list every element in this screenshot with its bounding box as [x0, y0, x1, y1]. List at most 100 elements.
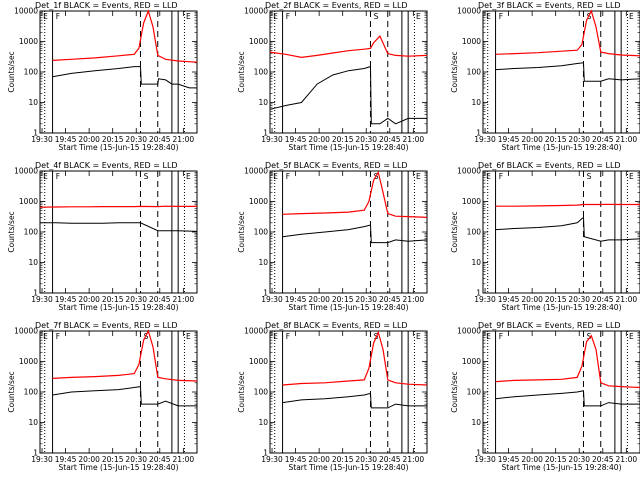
x-tick-label: 20:30: [355, 135, 377, 144]
y-tick-label: 10000: [14, 327, 38, 336]
x-tick-label: 20:45: [379, 135, 401, 144]
x-tick-label: 20:15: [102, 295, 124, 304]
boundary-label: E: [186, 172, 191, 181]
panel-5: Det_5f BLACK = Events, RED = LLD 1 10 100 10…: [237, 161, 428, 312]
boundary-label: E: [486, 12, 491, 21]
panel-title: Det_4f BLACK = Events, RED = LLD: [35, 161, 178, 170]
boundary-label: F: [286, 172, 290, 181]
y-tick-label: 1: [33, 289, 38, 298]
x-tick-label: 19:45: [285, 135, 307, 144]
x-axis-label: Start Time (15-Jun-15 19:28:40): [502, 303, 622, 312]
x-tick-label: 19:30: [31, 135, 53, 144]
y-tick-label: 1000: [462, 37, 481, 46]
panel-title: Det_1f BLACK = Events, RED = LLD: [35, 1, 178, 10]
x-tick-label: 21:00: [173, 135, 195, 144]
x-tick-label: 19:45: [55, 455, 77, 464]
plot-frame: [39, 10, 198, 134]
y-axis-label: Counts/sec: [450, 211, 459, 252]
boundary-label: E: [629, 172, 634, 181]
x-axis-label: Start Time (15-Jun-15 19:28:40): [289, 303, 409, 312]
series-lld-line: [282, 330, 428, 386]
y-tick-label: 10: [471, 258, 481, 267]
x-tick-label: 21:00: [403, 295, 425, 304]
plot-frame: [482, 170, 640, 294]
boundary-label: E: [43, 332, 48, 341]
x-tick-label: 21:00: [616, 295, 638, 304]
boundary-label: E: [186, 332, 191, 341]
x-tick-label: 19:30: [261, 455, 283, 464]
panel-title: Det_2f BLACK = Events, RED = LLD: [265, 1, 408, 10]
y-tick-label: 10000: [244, 327, 268, 336]
boundary-label: E: [486, 172, 491, 181]
x-tick-label: 20:30: [568, 295, 590, 304]
y-axis-label: Counts/sec: [7, 211, 16, 252]
plot-frame: [269, 170, 428, 294]
y-tick-label: 10000: [457, 167, 481, 176]
x-tick-label: 21:00: [403, 455, 425, 464]
y-tick-label: 1000: [249, 197, 268, 206]
x-tick-label: 20:00: [308, 455, 330, 464]
boundary-label: E: [43, 172, 48, 181]
boundary-label: E: [416, 332, 421, 341]
x-tick-label: 20:00: [308, 135, 330, 144]
boundary-label: F: [286, 332, 290, 341]
series-events-line: [269, 65, 427, 125]
panel-title: Det_9f BLACK = Events, RED = LLD: [478, 321, 621, 330]
x-axis-label: Start Time (15-Jun-15 19:28:40): [502, 463, 622, 472]
y-axis-label: Counts/sec: [237, 51, 246, 92]
boundary-label: F: [56, 172, 60, 181]
x-axis-label: Start Time (15-Jun-15 19:28:40): [59, 463, 179, 472]
x-tick-label: 20:45: [592, 295, 614, 304]
y-tick-label: 100: [254, 228, 269, 237]
series-lld-line: [52, 329, 198, 382]
y-tick-label: 10000: [244, 167, 268, 176]
x-tick-label: 20:00: [78, 295, 100, 304]
y-tick-label: 1: [476, 289, 481, 298]
boundary-label: E: [273, 332, 278, 341]
x-tick-label: 19:30: [31, 295, 53, 304]
boundary-label: E: [629, 332, 634, 341]
boundary-label: E: [186, 12, 191, 21]
x-tick-label: 20:00: [521, 295, 543, 304]
y-tick-label: 1000: [19, 37, 38, 46]
y-tick-label: 100: [24, 388, 39, 397]
y-tick-label: 100: [467, 228, 482, 237]
y-tick-label: 10: [258, 418, 268, 427]
y-tick-label: 10: [258, 258, 268, 267]
x-tick-label: 20:30: [355, 455, 377, 464]
boundary-label: S: [374, 12, 379, 21]
x-tick-label: 19:30: [474, 295, 496, 304]
y-tick-label: 100: [467, 388, 482, 397]
x-tick-label: 20:45: [379, 295, 401, 304]
panel-title: Det_8f BLACK = Events, RED = LLD: [265, 321, 408, 330]
plot-frame: [482, 330, 640, 454]
panel-3: Det_3f BLACK = Events, RED = LLD 1 10 100 10…: [450, 1, 640, 152]
x-tick-label: 20:45: [149, 455, 171, 464]
boundary-label: E: [273, 12, 278, 21]
x-tick-label: 21:00: [173, 455, 195, 464]
x-tick-label: 20:45: [149, 135, 171, 144]
y-tick-label: 1: [33, 449, 38, 458]
y-tick-label: 1: [263, 129, 268, 138]
x-tick-label: 20:15: [545, 295, 567, 304]
x-tick-label: 19:45: [498, 295, 520, 304]
y-axis-label: Counts/sec: [237, 211, 246, 252]
x-tick-label: 20:30: [125, 135, 147, 144]
panel-8: Det_8f BLACK = Events, RED = LLD 1 10 100 10…: [237, 321, 428, 472]
y-tick-label: 10: [258, 98, 268, 107]
x-axis-label: Start Time (15-Jun-15 19:28:40): [289, 463, 409, 472]
y-axis-label: Counts/sec: [450, 371, 459, 412]
series-lld-line: [269, 35, 428, 59]
y-tick-label: 10000: [14, 7, 38, 16]
x-axis-label: Start Time (15-Jun-15 19:28:40): [502, 143, 622, 152]
panel-7: Det_7f BLACK = Events, RED = LLD 1 10 100 10…: [7, 321, 198, 472]
x-tick-label: 20:30: [568, 455, 590, 464]
x-tick-label: 20:15: [332, 455, 354, 464]
x-tick-label: 20:30: [568, 135, 590, 144]
x-axis-label: Start Time (15-Jun-15 19:28:40): [59, 303, 179, 312]
y-tick-label: 10: [28, 98, 38, 107]
series-events-line: [52, 66, 197, 89]
boundary-label: F: [499, 332, 503, 341]
boundary-label: F: [499, 12, 503, 21]
